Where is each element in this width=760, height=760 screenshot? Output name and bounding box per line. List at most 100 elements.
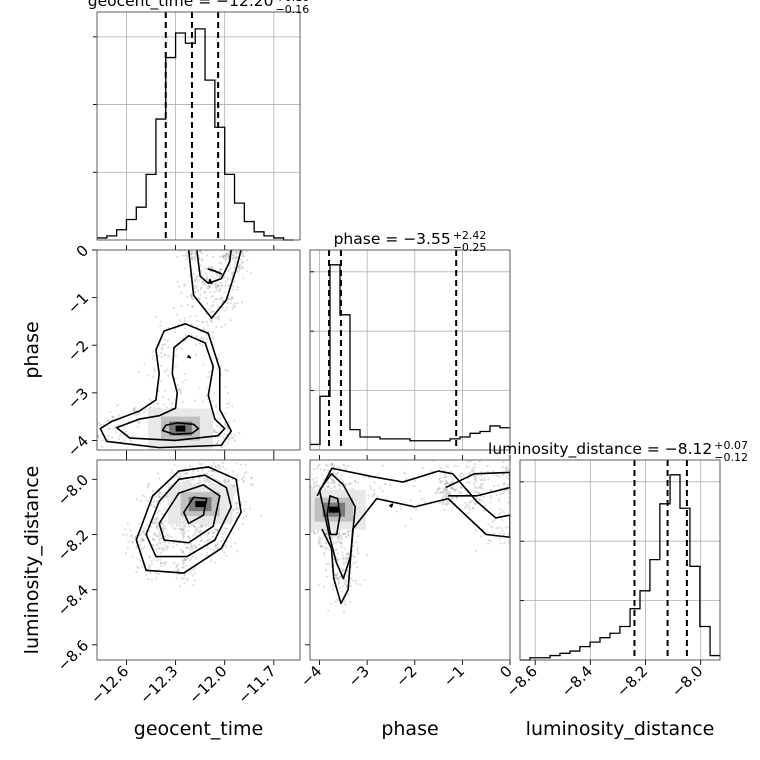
scatter-point [172, 526, 175, 530]
scatter-point [389, 483, 392, 487]
scatter-point [187, 241, 189, 243]
scatter-point [312, 486, 315, 489]
scatter-point [336, 558, 339, 561]
scatter-point [341, 551, 344, 554]
scatter-point [180, 291, 183, 295]
scatter-point [206, 275, 209, 278]
scatter-point [117, 414, 120, 417]
scatter-point [221, 461, 224, 465]
scatter-point [451, 486, 454, 489]
scatter-point [446, 481, 449, 485]
scatter-point [211, 266, 214, 270]
scatter-point [195, 343, 198, 347]
scatter-point [473, 475, 477, 478]
scatter-point [439, 479, 442, 483]
scatter-point [158, 509, 161, 513]
scatter-point [205, 333, 208, 337]
scatter-point [156, 471, 160, 475]
scatter-point [312, 478, 315, 481]
scatter-point [216, 367, 219, 370]
scatter-point [224, 546, 227, 549]
scatter-point [448, 493, 452, 496]
scatter-point [318, 463, 321, 466]
scatter-point [323, 469, 326, 472]
scatter-point [165, 548, 168, 551]
x-tick-label-luminosity_distance: −8.4 [558, 662, 596, 700]
scatter-point [110, 436, 114, 439]
scatter-point [495, 493, 498, 497]
scatter-point [409, 499, 412, 502]
scatter-point [222, 255, 225, 258]
scatter-point [229, 545, 232, 548]
scatter-point [196, 269, 199, 272]
scatter-point [444, 484, 447, 487]
scatter-point [325, 542, 328, 545]
scatter-point [325, 532, 328, 535]
scatter-point [159, 542, 162, 545]
scatter-point [138, 522, 141, 525]
scatter-point [320, 473, 324, 476]
scatter-point [234, 488, 237, 491]
scatter-point [142, 530, 145, 533]
x-tick-label-phase: −2 [392, 662, 420, 690]
scatter-point [449, 492, 452, 495]
contour-line [445, 471, 510, 497]
scatter-point [475, 477, 478, 480]
scatter-point [191, 242, 193, 244]
scatter-point [500, 542, 503, 545]
scatter-point [160, 562, 163, 565]
scatter-point [153, 370, 156, 373]
scatter-point [439, 476, 442, 479]
scatter-point [198, 297, 201, 301]
scatter-point [222, 255, 225, 258]
scatter-point [142, 452, 144, 454]
x-tick-label-luminosity_distance: −8.2 [613, 662, 651, 700]
scatter-point [215, 298, 218, 301]
scatter-point [235, 256, 238, 259]
scatter-point [451, 477, 455, 480]
scatter-point [226, 480, 230, 483]
scatter-point [227, 284, 230, 287]
scatter-point [147, 486, 150, 489]
scatter-point [238, 268, 241, 271]
scatter-point [206, 478, 209, 481]
scatter-point [475, 480, 478, 483]
scatter-point [471, 466, 474, 470]
scatter-point [497, 484, 500, 487]
scatter-point [444, 503, 448, 506]
scatter-point [189, 252, 192, 256]
contour-line [182, 496, 208, 525]
scatter-point [337, 535, 340, 538]
scatter-point [363, 579, 366, 582]
scatter-point [183, 283, 187, 286]
scatter-point [346, 557, 350, 560]
scatter-point [198, 481, 202, 484]
scatter-point [209, 311, 213, 314]
scatter-point [450, 496, 453, 500]
scatter-point [191, 255, 194, 259]
scatter-point [192, 469, 195, 473]
scatter-point [199, 536, 202, 539]
scatter-point [205, 297, 208, 300]
scatter-point [200, 258, 204, 261]
scatter-point [319, 468, 322, 471]
scatter-point [131, 534, 134, 537]
scatter-point [346, 532, 349, 535]
scatter-point [207, 279, 210, 282]
scatter-point [97, 434, 100, 437]
scatter-point [162, 526, 165, 529]
scatter-point [482, 495, 485, 498]
scatter-point [477, 491, 480, 494]
scatter-point [106, 419, 109, 422]
scatter-point [493, 518, 496, 522]
scatter-point [214, 297, 217, 301]
scatter-point [338, 532, 341, 535]
scatter-point [323, 553, 326, 557]
scatter-point [199, 288, 203, 291]
scatter-point [195, 243, 197, 245]
scatter-point [445, 489, 448, 492]
scatter-point [467, 506, 471, 509]
scatter-point [244, 463, 247, 466]
scatter-point [338, 484, 341, 488]
scatter-point [440, 480, 443, 483]
